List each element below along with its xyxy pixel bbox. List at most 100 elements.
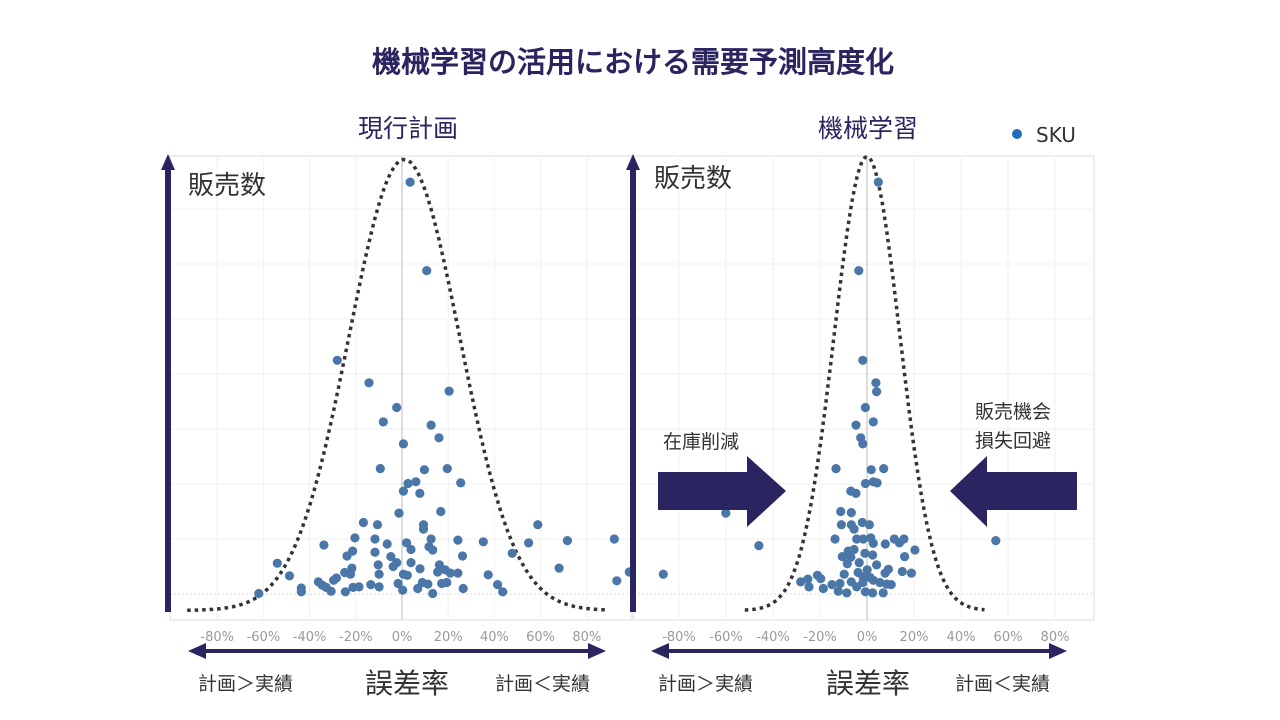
sku-point xyxy=(871,378,881,388)
sku-point xyxy=(284,571,295,581)
sku-point xyxy=(398,585,408,595)
sku-point xyxy=(382,539,392,549)
sku-point xyxy=(296,587,306,597)
x-tick-label: 0% xyxy=(392,630,413,645)
sku-point xyxy=(900,552,910,562)
x-tick-label: 20% xyxy=(900,630,929,645)
sku-point xyxy=(456,478,466,488)
sku-point xyxy=(332,355,342,365)
sku-point xyxy=(392,402,402,413)
chart-panel-ml: -80% -60% -40% -20% 0% 20% 40% 60% 80% xyxy=(633,155,1095,645)
chart-title-current: 現行計画 xyxy=(358,114,458,143)
sku-point xyxy=(818,583,828,594)
legend-label: SKU xyxy=(1036,123,1076,147)
sku-point xyxy=(872,478,882,488)
sku-point xyxy=(398,439,408,449)
x-label-under-ml: 計画＜実績 xyxy=(955,673,1050,695)
sku-point xyxy=(562,536,573,546)
sku-point xyxy=(886,580,896,590)
sku-point xyxy=(803,574,813,584)
sku-point xyxy=(851,488,861,498)
sku-point xyxy=(524,538,534,548)
sku-point xyxy=(434,433,444,443)
sku-point xyxy=(507,548,517,558)
sku-point xyxy=(533,520,543,530)
sku-point xyxy=(426,534,436,544)
lost-sales-label-2: 損失回避 xyxy=(975,430,1051,452)
x-tick-label: 40% xyxy=(480,630,509,645)
sku-point xyxy=(897,566,907,577)
sku-point xyxy=(880,539,890,549)
sku-point xyxy=(849,544,859,555)
sku-point xyxy=(609,534,619,544)
sku-point xyxy=(370,534,380,544)
normal-distribution-curve-current xyxy=(187,157,606,613)
sku-point xyxy=(873,177,883,187)
sku-point xyxy=(857,517,867,528)
slide-title: 機械学習の活用における需要予測高度化 xyxy=(372,45,894,79)
sku-point xyxy=(868,588,878,598)
sku-point xyxy=(428,588,438,599)
sku-point xyxy=(415,564,425,574)
x-tick-label: -60% xyxy=(247,630,281,645)
x-tick-label: -60% xyxy=(709,630,743,645)
sku-point xyxy=(864,520,875,530)
sku-point xyxy=(846,507,856,518)
x-axis-label-current: 誤差率 xyxy=(365,667,449,700)
x-tick-label: 60% xyxy=(526,630,555,645)
sku-point xyxy=(342,551,352,561)
sku-point xyxy=(839,569,849,579)
sku-point xyxy=(612,576,622,586)
sku-point xyxy=(374,569,384,579)
sku-point xyxy=(852,534,862,544)
x-label-over-current: 計画＞実績 xyxy=(198,673,293,695)
sku-point xyxy=(444,386,454,396)
plot-frame xyxy=(169,155,633,621)
sku-point xyxy=(880,568,890,578)
sku-point xyxy=(423,579,433,589)
sku-point xyxy=(862,565,872,575)
x-tick-label: -40% xyxy=(756,630,790,645)
chart-panel-current: -80% -60% -40% -20% 0% 20% 40% 60% 80% xyxy=(169,155,633,645)
sku-point xyxy=(394,508,404,518)
sku-point xyxy=(419,465,429,475)
sku-point xyxy=(393,578,403,589)
sku-point xyxy=(272,558,282,568)
inventory-reduction-label: 在庫削減 xyxy=(663,431,739,453)
x-axis-label-ml: 誤差率 xyxy=(826,667,910,700)
y-axis-arrow-right xyxy=(626,154,640,612)
sku-point xyxy=(418,524,429,534)
legend-marker xyxy=(1012,129,1022,139)
sku-point xyxy=(906,568,917,578)
x-label-under-current: 計画＜実績 xyxy=(495,673,590,695)
x-label-over-ml: 計画＞実績 xyxy=(658,673,753,695)
sku-point xyxy=(478,537,488,547)
x-tick-label: 80% xyxy=(572,630,601,645)
sku-point xyxy=(872,387,882,397)
sku-point xyxy=(354,582,364,592)
x-tick-label: -20% xyxy=(339,630,373,645)
sku-point xyxy=(366,580,376,590)
y-axis-arrow-left xyxy=(161,154,175,612)
sku-point xyxy=(860,478,871,489)
sku-point xyxy=(498,587,508,597)
sku-point xyxy=(872,560,882,570)
x-tick-label: 20% xyxy=(434,630,463,645)
sku-point xyxy=(415,488,425,498)
sku-point xyxy=(374,582,384,592)
normal-distribution-curve-ml xyxy=(744,155,985,612)
x-tick-label: -80% xyxy=(662,630,696,645)
sku-point xyxy=(398,486,408,496)
sku-point xyxy=(433,567,443,577)
sku-point xyxy=(375,464,385,474)
sku-point xyxy=(329,575,339,585)
sku-point xyxy=(458,583,468,594)
x-axis-double-arrow-right xyxy=(651,643,1067,659)
sku-point xyxy=(842,588,852,598)
sku-point xyxy=(835,578,845,589)
sku-point xyxy=(350,533,360,543)
sku-point xyxy=(345,569,356,579)
sku-point xyxy=(754,541,764,551)
sku-point xyxy=(402,570,412,580)
sku-point xyxy=(358,517,368,528)
